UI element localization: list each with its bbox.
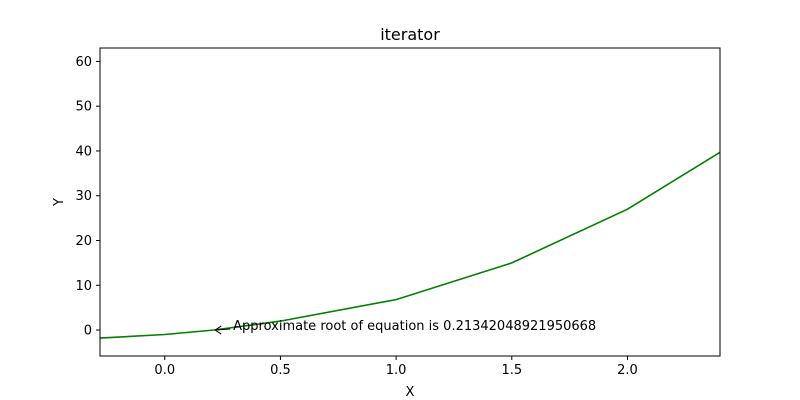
x-axis-label: X [406,385,415,400]
y-tick-label: 40 [75,144,92,159]
annotation-arrow [215,328,231,331]
y-tick-label: 10 [75,279,92,294]
x-tick-label: 0.5 [270,363,291,378]
x-tick-label: 2.0 [617,363,638,378]
plot-frame [99,47,721,357]
y-tick-label: 0 [84,324,92,339]
x-tick-label: 0.0 [154,363,175,378]
y-tick-label: 20 [75,234,92,249]
y-axis-label: Y [52,198,67,207]
y-axis: 0 10 20 30 40 50 60 [75,55,100,339]
annotation-arrowhead [214,325,222,335]
y-tick-label: 30 [75,189,92,204]
x-tick-label: 1.0 [386,363,407,378]
x-axis: 0.0 0.5 1.0 1.5 2.0 [154,356,638,378]
annotation-text: Approximate root of equation is 0.213420… [233,319,596,334]
x-tick-label: 1.5 [501,363,522,378]
y-tick-label: 60 [75,55,92,70]
y-tick-label: 50 [75,100,92,115]
chart-title: iterator [380,25,440,44]
series-line [100,151,720,339]
